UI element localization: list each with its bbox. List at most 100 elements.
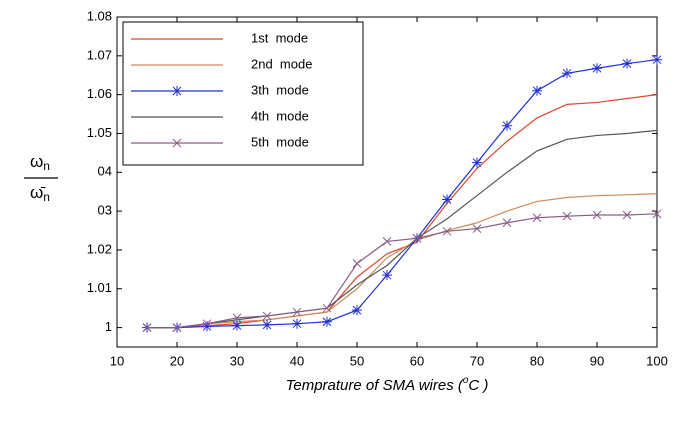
star-marker — [562, 68, 572, 79]
y-tick-label: 1.01 — [87, 280, 112, 295]
y-tick-label: 1.07 — [87, 47, 112, 62]
star-marker — [502, 120, 512, 131]
marker-stroke — [502, 218, 512, 228]
marker-stroke — [262, 311, 272, 321]
legend-label: 1st mode — [251, 30, 308, 45]
star-marker — [382, 270, 392, 281]
legend-box — [122, 21, 364, 166]
marker-stroke — [652, 54, 662, 65]
x-tick-label: 50 — [350, 353, 364, 368]
x-label-sup: o — [463, 375, 469, 386]
y-label-symbol: ω — [30, 152, 43, 171]
y-tick-label: 04 — [98, 164, 112, 179]
star-marker — [232, 320, 242, 331]
x-marker — [442, 226, 452, 236]
star-marker — [292, 318, 302, 329]
marker-stroke — [622, 210, 632, 220]
y-label-numerator: ωn — [30, 152, 50, 173]
y-tick-label: 1.06 — [87, 86, 112, 101]
star-marker — [172, 86, 182, 96]
x-label-text: C ) — [468, 377, 488, 394]
star-marker — [352, 305, 362, 316]
x-tick-label: 70 — [470, 353, 484, 368]
y-tick-label: 1.08 — [87, 8, 112, 23]
x-tick-label: 90 — [590, 353, 604, 368]
legend-label: 5th mode — [251, 134, 309, 149]
marker-stroke — [622, 58, 632, 69]
marker-stroke — [292, 307, 302, 317]
marker-stroke — [562, 68, 572, 79]
x-marker — [352, 259, 362, 268]
x-tick-label: 30 — [230, 353, 244, 368]
x-marker — [502, 218, 512, 228]
marker-stroke — [442, 226, 452, 236]
marker-stroke — [322, 316, 332, 327]
marker-stroke — [382, 270, 392, 281]
marker-stroke — [412, 233, 422, 243]
marker-stroke — [442, 194, 452, 205]
x-marker — [622, 210, 632, 220]
marker-stroke — [292, 318, 302, 329]
y-tick-label: 1.05 — [87, 125, 112, 140]
x-axis-label: Temprature of SMA wires (oC ) — [286, 375, 489, 394]
star-marker — [322, 316, 332, 327]
x-tick-label: 100 — [646, 353, 668, 368]
y-label-sub: n — [43, 190, 50, 204]
y-tick-label: 1.02 — [87, 241, 112, 256]
x-marker — [562, 211, 572, 221]
marker-stroke — [202, 321, 212, 332]
marker-stroke — [172, 86, 182, 96]
marker-stroke — [172, 138, 182, 148]
marker-stroke — [592, 210, 602, 220]
star-marker — [652, 54, 662, 65]
x-tick-label: 80 — [530, 353, 544, 368]
star-marker — [472, 157, 482, 168]
star-marker — [262, 319, 272, 330]
marker-stroke — [472, 157, 482, 168]
legend-label: 2nd mode — [251, 56, 312, 71]
marker-stroke — [502, 120, 512, 131]
x-marker — [532, 213, 542, 223]
x-tick-label: 10 — [110, 353, 124, 368]
marker-stroke — [232, 320, 242, 331]
x-marker — [592, 210, 602, 220]
star-marker — [592, 63, 602, 74]
x-marker — [262, 311, 272, 321]
legend-label: 3th mode — [251, 82, 309, 97]
x-marker — [652, 209, 662, 219]
x-marker — [412, 233, 422, 243]
y-label-denominator: ω̄n — [30, 183, 50, 204]
x-marker — [322, 303, 332, 313]
x-marker — [232, 313, 242, 323]
marker-stroke — [172, 323, 182, 332]
x-tick-label: 40 — [290, 353, 304, 368]
marker-stroke — [532, 85, 542, 96]
y-label-symbol: ω̄ — [30, 183, 46, 202]
marker-stroke — [352, 259, 362, 268]
series-line — [147, 213, 658, 329]
series-line — [147, 129, 658, 329]
marker-stroke — [322, 303, 332, 313]
marker-stroke — [562, 211, 572, 221]
x-marker — [382, 237, 392, 246]
marker-stroke — [352, 305, 362, 316]
x-label-text: Temprature of SMA wires ( — [286, 377, 465, 394]
marker-stroke — [142, 323, 152, 332]
x-marker — [472, 224, 482, 233]
star-marker — [532, 85, 542, 96]
x-marker — [142, 323, 152, 332]
star-marker — [622, 58, 632, 69]
x-marker — [292, 307, 302, 317]
y-tick-label: 1 — [105, 319, 112, 334]
star-marker — [442, 194, 452, 205]
marker-stroke — [592, 63, 602, 74]
x-marker — [202, 319, 212, 329]
legend-label: 4th mode — [251, 108, 309, 123]
star-marker — [202, 321, 212, 332]
x-marker — [172, 323, 182, 332]
marker-stroke — [532, 213, 542, 223]
marker-stroke — [232, 313, 242, 323]
series-line — [147, 193, 658, 329]
x-tick-label: 20 — [170, 353, 184, 368]
